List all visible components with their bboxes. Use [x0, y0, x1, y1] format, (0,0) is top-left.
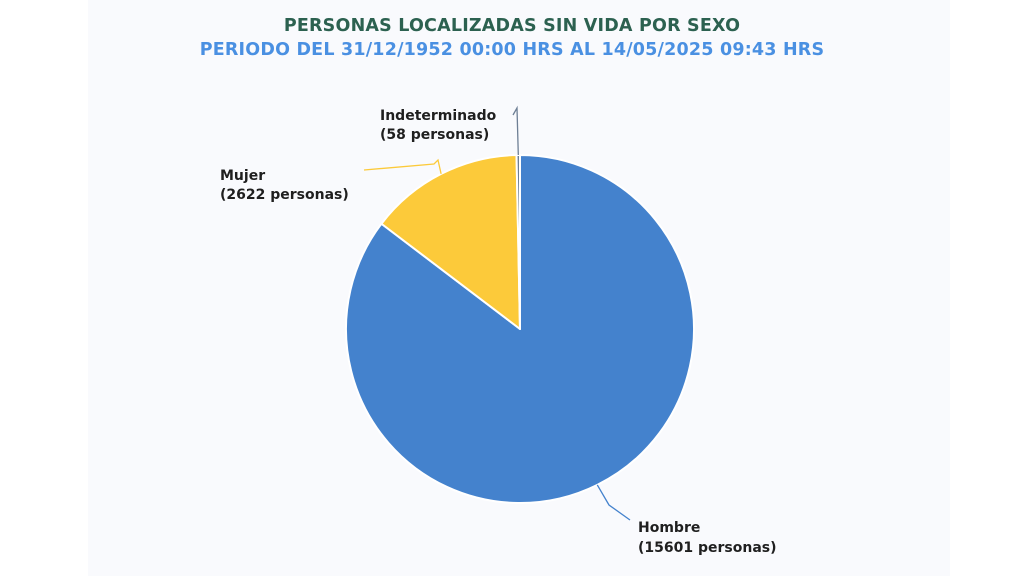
leader-line-indeterminado — [512, 105, 519, 156]
value-mujer: (2622 personas) — [220, 187, 349, 203]
leader-lines — [363, 105, 631, 521]
chart-title: PERSONAS LOCALIZADAS SIN VIDA POR SEXO — [283, 16, 741, 36]
label-mujer: Mujer — [220, 168, 265, 184]
value-indeterminado: (58 personas) — [380, 127, 489, 143]
leader-line-hombre — [596, 484, 631, 521]
chart-subtitle: PERIODO DEL 31/12/1952 00:00 HRS AL 14/0… — [199, 40, 825, 60]
value-hombre: (15601 personas) — [638, 540, 777, 556]
chart-titles: PERSONAS LOCALIZADAS SIN VIDA POR SEXO P… — [0, 14, 1024, 62]
pie-slice-indeterminado — [515, 153, 521, 330]
pie-slices — [345, 153, 695, 504]
label-hombre: Hombre — [638, 520, 700, 536]
leader-line-mujer — [363, 158, 442, 175]
label-indeterminado: Indeterminado — [380, 108, 497, 124]
pie-slice-mujer — [380, 154, 521, 330]
